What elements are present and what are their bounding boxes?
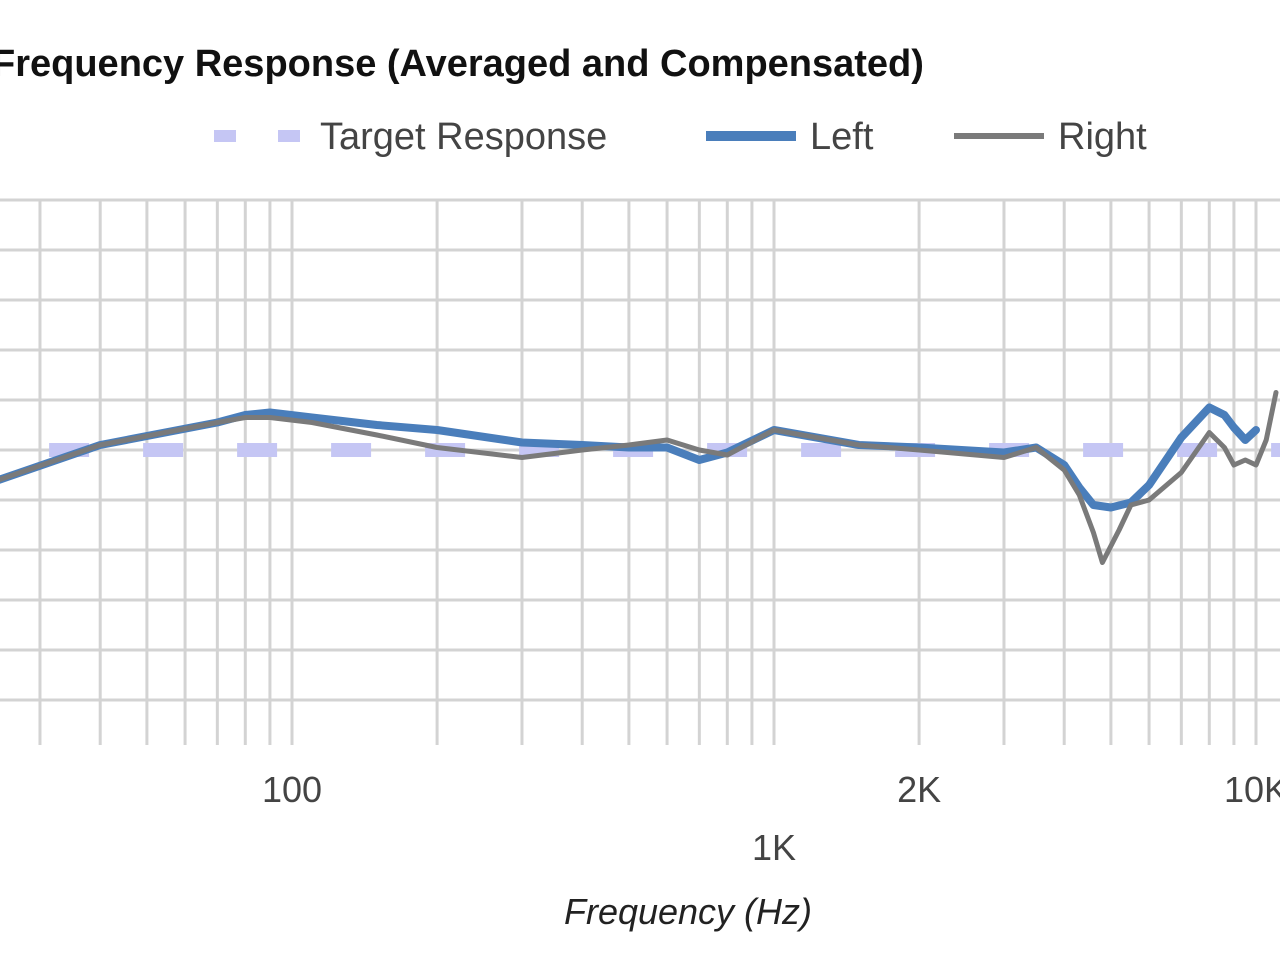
x-tick-labels: 100 1K 2K 10K bbox=[262, 769, 1280, 868]
legend-label-right: Right bbox=[1058, 116, 1147, 158]
x-tick-label: 2K bbox=[897, 769, 941, 810]
legend: Target Response Left Right bbox=[214, 116, 1147, 158]
grid bbox=[0, 198, 1280, 745]
x-tick-label: 100 bbox=[262, 769, 322, 810]
chart-title: Frequency Response (Averaged and Compens… bbox=[0, 43, 924, 85]
x-tick-label: 1K bbox=[752, 827, 796, 868]
series-layer bbox=[0, 390, 1280, 565]
legend-label-target: Target Response bbox=[320, 116, 607, 158]
x-axis-title: Frequency (Hz) bbox=[564, 891, 812, 932]
legend-item-right[interactable]: Right bbox=[954, 116, 1147, 158]
legend-item-target[interactable]: Target Response bbox=[214, 116, 607, 158]
series-line-right bbox=[0, 390, 1279, 565]
x-tick-label: 10K bbox=[1224, 769, 1280, 810]
legend-label-left: Left bbox=[810, 116, 874, 158]
legend-item-left[interactable]: Left bbox=[706, 116, 874, 158]
